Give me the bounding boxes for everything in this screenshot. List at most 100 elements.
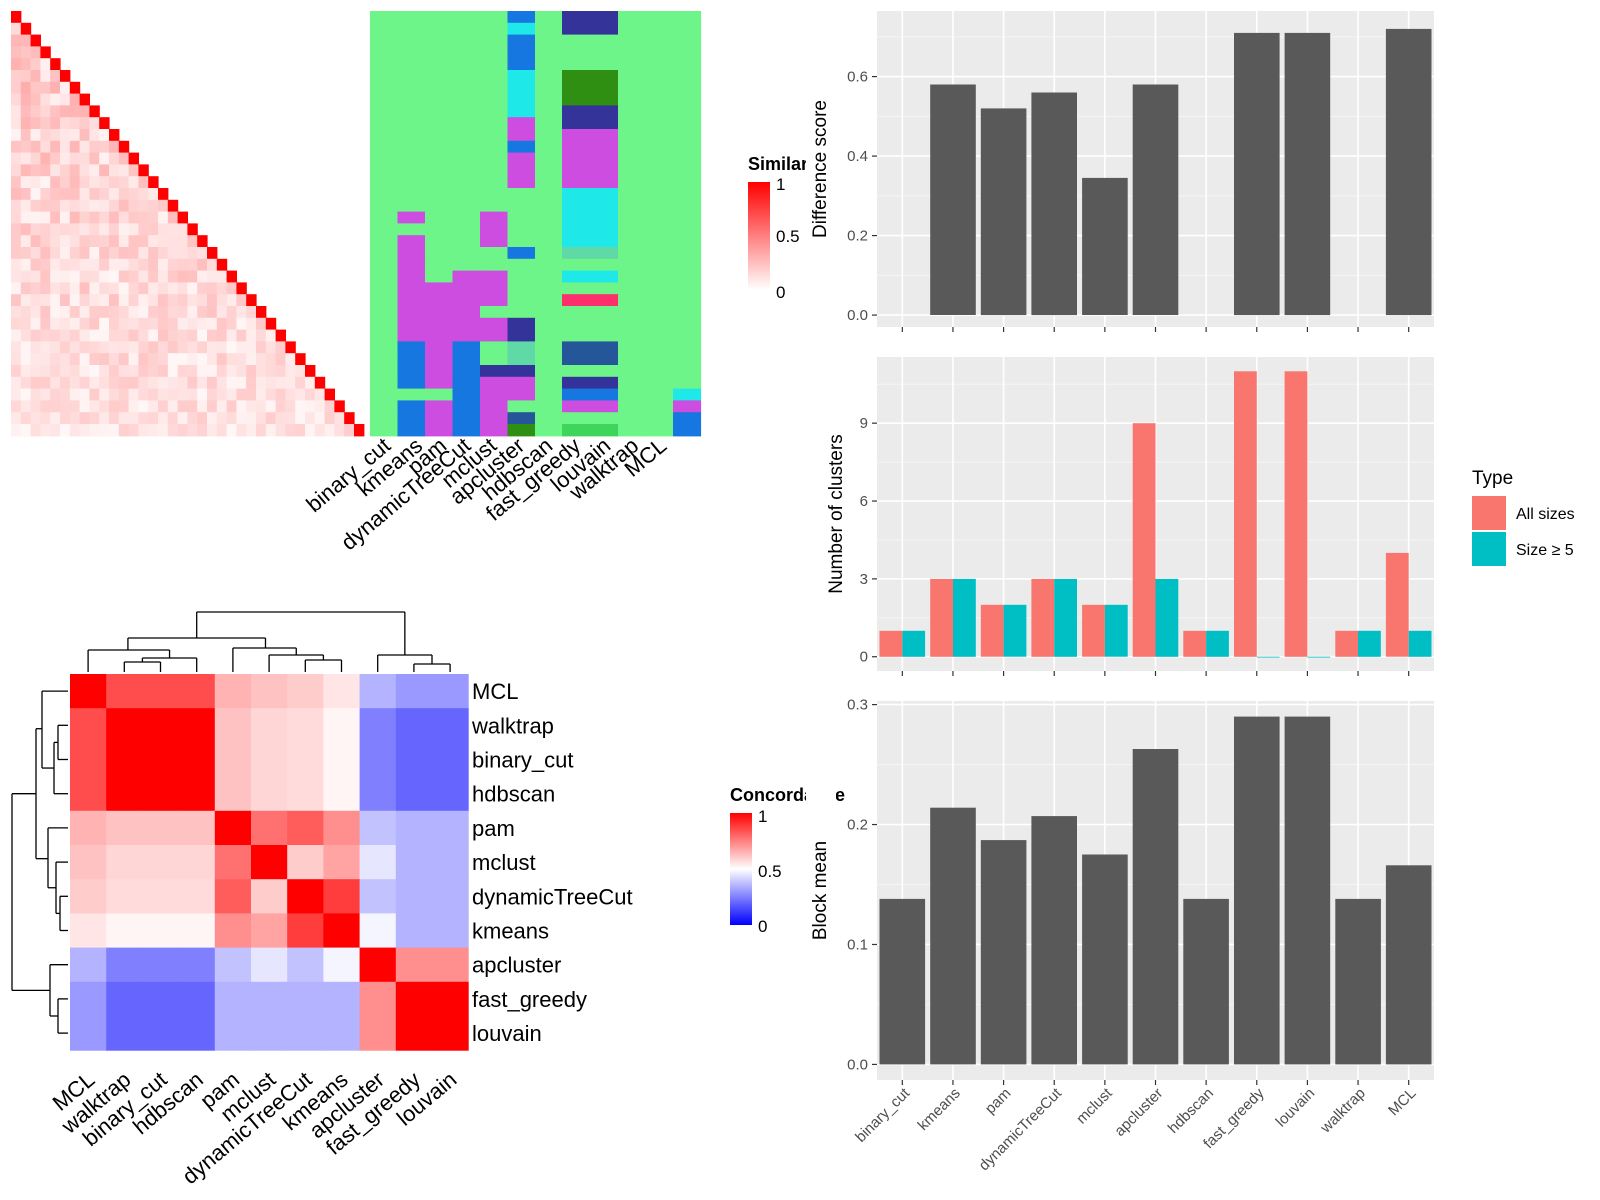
similarity-cell: [30, 164, 41, 177]
similarity-cell: [69, 140, 81, 154]
similarity-cell: [11, 11, 22, 24]
similarity-cell: [128, 152, 139, 165]
similarity-cell: [89, 306, 100, 319]
similarity-cell: [30, 129, 41, 142]
cluster-assignment-cell: [425, 129, 454, 142]
similarity-cell: [128, 258, 139, 272]
similarity-cell: [11, 199, 22, 213]
similarity-cell: [20, 152, 32, 165]
cluster-assignment-cell: [618, 93, 647, 106]
cluster-assignment-cell: [480, 376, 509, 390]
similarity-cell: [20, 270, 32, 283]
similarity-cell: [99, 388, 110, 401]
bar: [1054, 578, 1077, 657]
similarity-cell: [20, 424, 32, 437]
cluster-assignment-cell: [425, 317, 454, 331]
cluster-assignment-cell: [507, 211, 536, 224]
concordance-legend-tick: 1: [758, 807, 767, 826]
concordance-cell: [178, 981, 216, 1017]
similarity-cell: [265, 329, 277, 342]
similarity-cell: [99, 117, 110, 130]
similarity-cell: [50, 58, 61, 71]
similarity-cell: [177, 235, 188, 248]
cluster-assignment-cell: [370, 140, 399, 154]
similarity-cell: [60, 282, 71, 295]
similarity-cell: [177, 329, 188, 342]
similarity-cell: [138, 211, 149, 224]
x-tick-label: MCL: [1385, 1085, 1419, 1119]
similarity-cell: [99, 424, 110, 437]
cluster-assignment-cell: [618, 199, 647, 213]
similarity-cell: [275, 412, 286, 425]
similarity-cell: [216, 412, 228, 425]
cluster-assignment-cell: [425, 22, 454, 36]
concordance-cell: [251, 1016, 288, 1051]
cluster-assignment-cell: [618, 329, 647, 342]
cluster-assignment-cell: [397, 412, 426, 425]
cluster-assignment-cell: [397, 22, 426, 36]
similarity-cell: [138, 258, 149, 272]
cluster-assignment-cell: [370, 412, 399, 425]
cluster-assignment-cell: [425, 388, 454, 401]
x-tick-label: kmeans: [915, 1085, 964, 1134]
cluster-assignment-cell: [618, 58, 647, 71]
cluster-assignment-cell: [645, 129, 674, 142]
cluster-assignment-cell: [397, 329, 426, 342]
cluster-assignment-cell: [480, 58, 509, 71]
similarity-cell: [314, 376, 326, 390]
similarity-cell: [158, 247, 169, 260]
similarity-cell: [275, 341, 286, 354]
cluster-assignment-cell: [425, 211, 454, 224]
cluster-assignment-cell: [673, 306, 702, 319]
similarity-cell: [40, 129, 51, 142]
similarity-cell: [167, 247, 179, 260]
similarity-cell: [11, 152, 22, 165]
cluster-assignment-cell: [562, 129, 619, 142]
cluster-assignment-cell: [562, 11, 619, 24]
concordance-cell: [106, 674, 143, 709]
similarity-cell: [275, 400, 286, 413]
similarity-cell: [128, 188, 139, 201]
cluster-assignment-cell: [562, 329, 619, 342]
similarity-cell: [207, 294, 218, 307]
cluster-assignment-cell: [562, 93, 619, 106]
cluster-assignment-cell: [562, 317, 619, 331]
cluster-assignment-cell: [480, 400, 509, 413]
similarity-cell: [60, 353, 71, 366]
cluster-assignment-cell: [370, 235, 399, 248]
cluster-assignment-cell: [673, 199, 702, 213]
similarity-cell: [109, 365, 120, 378]
cluster-assignment-cell: [645, 412, 674, 425]
similarity-cell: [20, 329, 32, 342]
similarity-cell: [167, 376, 179, 390]
bar: [1284, 371, 1308, 657]
similarity-cell: [128, 176, 139, 189]
cluster-assignment-cell: [618, 11, 647, 24]
similarity-cell: [60, 376, 71, 390]
similarity-cell: [177, 247, 188, 260]
similarity-cell: [167, 235, 179, 248]
similarity-cell: [50, 424, 61, 437]
cluster-assignment-cell: [425, 400, 454, 413]
similarity-cell: [216, 388, 228, 401]
cluster-assignment-cell: [618, 306, 647, 319]
cluster-assignment-cell: [480, 412, 509, 425]
similarity-cell: [216, 317, 228, 331]
similarity-cell: [11, 376, 22, 390]
similarity-cell: [50, 81, 61, 95]
similarity-cell: [40, 247, 51, 260]
cluster-assignment-cell: [397, 140, 426, 154]
similarity-cell: [148, 235, 159, 248]
similarity-cell: [89, 412, 100, 425]
cluster-assignment-cell: [452, 247, 481, 260]
similarity-cell: [275, 376, 286, 390]
cluster-assignment-cell: [535, 140, 563, 154]
similarity-cell: [79, 188, 90, 201]
similarity-cell: [99, 235, 110, 248]
cluster-assignment-cell: [673, 329, 702, 342]
similarity-cell: [216, 353, 228, 366]
cluster-assignment-cell: [673, 93, 702, 106]
similarity-cell: [50, 188, 61, 201]
similarity-cell: [118, 306, 130, 319]
cluster-assignment-cell: [562, 70, 619, 83]
